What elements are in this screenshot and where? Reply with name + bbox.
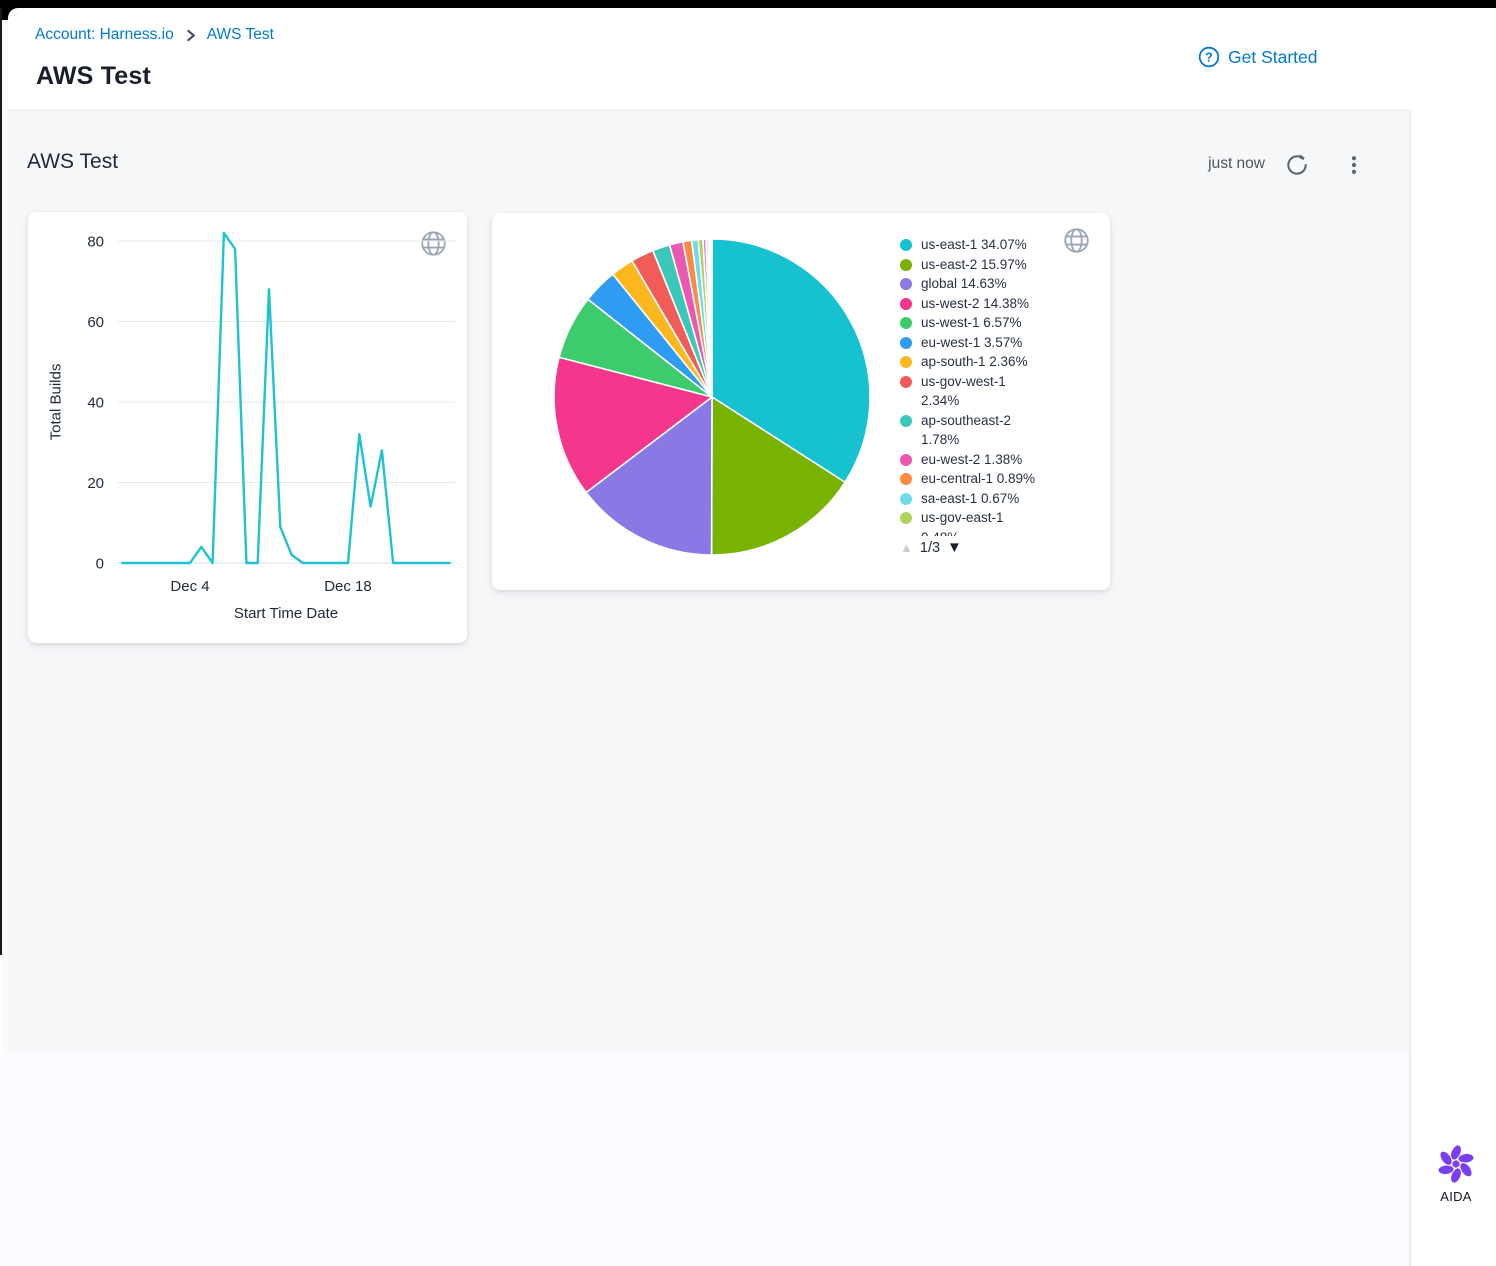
breadcrumb-link-account[interactable]: Account: Harness.io	[35, 26, 174, 43]
legend-item[interactable]: sa-east-1 0.67%	[900, 489, 1082, 509]
page-title: AWS Test	[36, 62, 152, 90]
svg-text:40: 40	[87, 394, 104, 411]
legend-item[interactable]: us-east-2 15.97%	[900, 255, 1082, 275]
pie-chart	[553, 238, 871, 556]
legend-item[interactable]: us-west-1 6.57%	[900, 313, 1082, 333]
dashboard-canvas-lower	[0, 1053, 1409, 1266]
aida-label: AIDA	[1440, 1189, 1472, 1204]
svg-text:?: ?	[1205, 50, 1213, 64]
page-header	[8, 8, 1496, 110]
right-panel	[1411, 110, 1496, 1266]
legend-page-up-icon[interactable]: ▲	[900, 540, 913, 555]
svg-text:0: 0	[96, 555, 104, 572]
get-started-label: Get Started	[1228, 46, 1318, 67]
legend-item[interactable]: us-gov-east-10.48%	[900, 508, 1082, 536]
aida-button[interactable]: AIDA	[1430, 1143, 1482, 1204]
legend-dot-icon	[900, 297, 912, 310]
svg-text:20: 20	[87, 475, 104, 492]
legend-dot-icon	[900, 492, 912, 505]
legend-dot-icon	[900, 239, 912, 251]
window-top-edge	[0, 0, 1496, 8]
right-panel-divider	[1409, 110, 1411, 1266]
legend-item[interactable]: us-gov-west-1 2.34%	[900, 372, 1082, 411]
legend-label: us-gov-west-1 2.34%	[921, 373, 1006, 409]
breadcrumb-chevron-icon	[184, 29, 197, 42]
legend-label: ap-southeast-2 1.78%	[921, 412, 1012, 448]
legend-label: us-east-2 15.97%	[921, 256, 1027, 272]
legend-item[interactable]: eu-west-1 3.57%	[900, 333, 1082, 353]
legend-page-down-icon[interactable]: ▼	[947, 539, 962, 556]
legend-item[interactable]: eu-central-1 0.89%	[900, 469, 1082, 489]
legend-item[interactable]: us-east-1 34.07%	[900, 235, 1082, 255]
legend-item[interactable]: ap-south-1 2.36%	[900, 352, 1082, 372]
refresh-timestamp: just now	[1208, 155, 1265, 172]
refresh-button[interactable]	[1284, 152, 1310, 178]
legend-label: eu-west-2 1.38%	[921, 451, 1023, 467]
legend-page-indicator: 1/3	[919, 539, 941, 556]
legend-label: global 14.63%	[921, 276, 1007, 291]
legend-label: eu-central-1 0.89%	[921, 471, 1036, 486]
globe-icon	[1063, 227, 1090, 254]
legend-dot-icon	[900, 453, 912, 466]
legend-dot-icon	[900, 336, 912, 349]
legend-item[interactable]: ap-southeast-2 1.78%	[900, 411, 1082, 450]
aida-flower-icon	[1435, 1143, 1477, 1185]
legend-dot-icon	[900, 258, 912, 271]
legend-dot-icon	[900, 356, 912, 368]
legend-label: us-west-2 14.38%	[921, 295, 1030, 311]
legend-dot-icon	[900, 375, 912, 388]
legend-label: sa-east-1 0.67%	[921, 490, 1020, 506]
x-axis-title: Start Time Date	[233, 605, 339, 622]
left-gutter	[2, 20, 8, 1053]
legend-dot-icon	[900, 278, 912, 290]
kebab-menu-icon[interactable]	[1342, 153, 1366, 177]
svg-text:60: 60	[87, 314, 104, 331]
svg-text:Dec 18: Dec 18	[324, 578, 372, 595]
legend-label: us-gov-east-10.48%	[921, 510, 1004, 536]
pie-chart-card: us-east-1 34.07% us-east-2 15.97% global 1…	[492, 213, 1110, 590]
line-chart: 0 20 40 60 80 Dec 4 Dec 18	[87, 231, 455, 595]
legend-dot-icon	[900, 414, 912, 427]
legend-item[interactable]: eu-west-2 1.38%	[900, 450, 1082, 470]
legend-label: us-east-1 34.07%	[921, 237, 1027, 252]
legend-label: ap-south-1 2.36%	[921, 354, 1028, 369]
svg-text:Dec 4: Dec 4	[170, 578, 209, 595]
legend-label: us-west-1 6.57%	[921, 315, 1022, 330]
line-chart-card: Total Builds 0 20 40 60 80 Dec 4 Dec 18 Start …	[28, 212, 467, 643]
window-left-edge	[0, 8, 2, 955]
dashboard-title: AWS Test	[27, 150, 119, 173]
legend-pager: ▲ 1/3 ▼	[900, 539, 962, 556]
help-question-icon: ?	[1198, 46, 1220, 68]
legend-item[interactable]: global 14.63%	[900, 274, 1082, 294]
get-started-link[interactable]: ? Get Started	[1198, 46, 1318, 68]
legend-dot-icon	[900, 473, 912, 485]
breadcrumb: Account: Harness.io AWS Test	[35, 26, 274, 44]
globe-icon	[420, 230, 447, 257]
pie-legend: us-east-1 34.07% us-east-2 15.97% global 1…	[900, 235, 1082, 536]
legend-dot-icon	[900, 512, 912, 524]
legend-label: eu-west-1 3.57%	[921, 334, 1023, 350]
legend-dot-icon	[900, 317, 912, 329]
breadcrumb-link-current[interactable]: AWS Test	[206, 26, 274, 43]
svg-text:80: 80	[87, 233, 104, 250]
legend-item[interactable]: us-west-2 14.38%	[900, 294, 1082, 314]
